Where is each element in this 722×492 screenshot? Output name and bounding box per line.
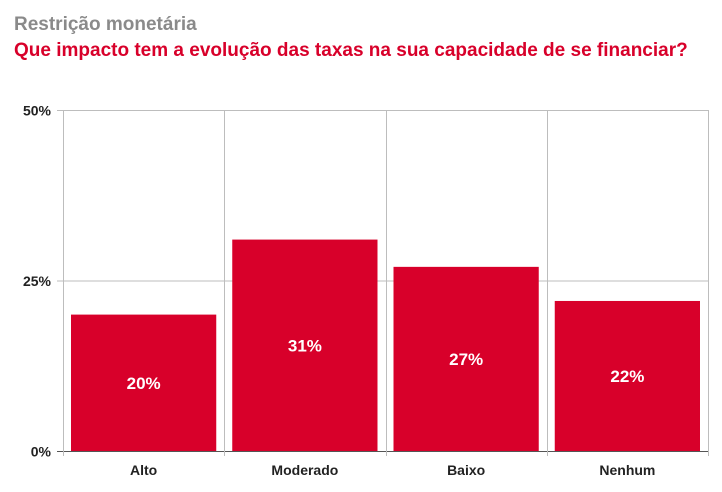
value-labels: 20% 31% 27% 22% (127, 336, 645, 393)
bar-baixo (393, 266, 539, 451)
chart-supertitle: Restrição monetária (14, 14, 197, 35)
y-tick-label: 50% (23, 103, 52, 119)
x-tick-label: Nenhum (599, 462, 655, 478)
value-label: 31% (288, 336, 322, 355)
x-tick-label: Moderado (271, 462, 338, 478)
bar-alto (71, 314, 217, 451)
x-axis-labels: Alto Moderado Baixo Nenhum (130, 462, 655, 478)
x-tick-label: Alto (130, 462, 157, 478)
gridlines (57, 110, 709, 456)
chart-title: Que impacto tem a evolução das taxas na … (14, 40, 688, 61)
value-label: 22% (610, 367, 644, 386)
y-tick-label: 0% (31, 444, 52, 460)
y-axis-ticks: 0% 25% 50% (23, 103, 52, 460)
x-tick-label: Baixo (447, 462, 485, 478)
bars (71, 239, 700, 451)
bar-nenhum (554, 300, 700, 451)
y-tick-label: 25% (23, 273, 52, 289)
value-label: 20% (127, 374, 161, 393)
bar-moderado (232, 239, 378, 451)
value-label: 27% (449, 350, 483, 369)
